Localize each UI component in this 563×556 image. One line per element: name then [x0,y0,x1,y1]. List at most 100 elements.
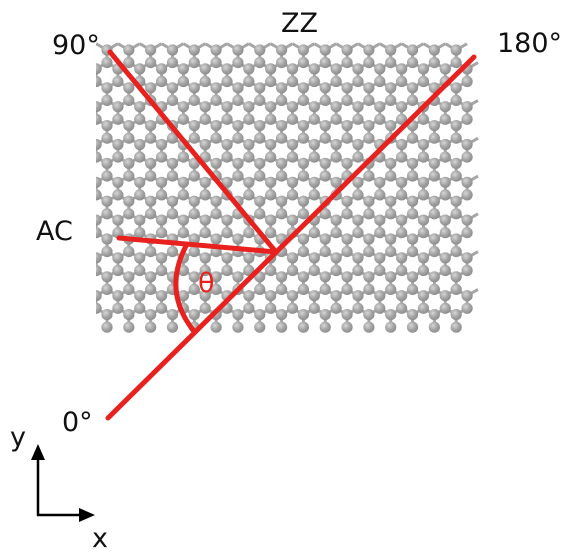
gray-sphere-icon [319,208,331,220]
gray-sphere-icon [374,176,386,188]
gray-sphere-icon [286,214,299,226]
gray-sphere-icon [166,132,179,144]
graphene-lattice [74,42,479,333]
gray-sphere-icon [210,271,222,283]
gray-sphere-icon [341,44,353,56]
line-90-to-center [107,49,279,255]
gray-sphere-icon [123,246,135,258]
gray-sphere-icon [155,302,168,314]
gray-sphere-icon [450,94,462,106]
gray-sphere-icon [232,57,244,69]
gray-sphere-icon [199,264,211,277]
gray-sphere-icon [243,151,255,163]
gray-sphere-icon [330,75,342,88]
gray-sphere-icon [385,271,397,283]
gray-sphere-icon [210,208,222,220]
gray-sphere-icon [428,120,440,132]
gray-sphere-icon [385,44,397,56]
gray-sphere-icon [123,120,135,132]
gray-sphere-icon [275,132,288,144]
gray-sphere-icon [428,246,440,258]
gray-sphere-icon [374,113,386,125]
gray-sphere-icon [385,233,397,245]
gray-sphere-icon [275,82,288,94]
lattice-bond [96,232,97,235]
gray-sphere-icon [308,101,320,113]
gray-sphere-icon [210,120,222,132]
gray-sphere-icon [199,75,211,88]
lattice-bond [74,271,85,277]
gray-sphere-icon [385,94,397,106]
gray-sphere-icon [363,44,375,56]
gray-sphere-icon [439,189,451,201]
gray-sphere-icon [286,290,299,302]
gray-sphere-icon [439,176,451,188]
gray-sphere-icon [145,271,157,283]
gray-sphere-icon [396,302,408,314]
gray-sphere-icon [352,252,364,264]
gray-sphere-icon [123,283,135,295]
gray-sphere-icon [428,233,440,245]
gray-sphere-icon [461,290,473,302]
gray-sphere-icon [374,101,386,113]
gray-sphere-icon [96,75,102,88]
gray-sphere-icon [396,151,408,163]
gray-sphere-icon [254,82,266,94]
lattice-bond [96,293,97,296]
gray-sphere-icon [155,252,168,264]
gray-sphere-icon [123,170,135,182]
label-ac: AC [36,216,73,247]
gray-sphere-icon [265,214,277,226]
gray-sphere-icon [101,94,113,106]
gray-sphere-icon [450,157,462,169]
gray-sphere-icon [188,246,200,258]
gray-sphere-icon [439,264,451,277]
gray-sphere-icon [352,101,364,113]
gray-sphere-icon [221,214,233,226]
gray-sphere-icon [352,189,364,201]
gray-sphere-icon [265,290,277,302]
gray-sphere-icon [297,208,310,220]
gray-sphere-icon [297,82,310,94]
gray-sphere-icon [254,208,266,220]
gray-sphere-icon [341,57,353,69]
gray-sphere-icon [265,302,277,314]
gray-sphere-icon [450,132,462,144]
gray-sphere-icon [210,321,222,333]
gray-sphere-icon [80,196,91,207]
gray-sphere-icon [199,138,211,151]
gray-sphere-icon [428,271,440,283]
gray-sphere-icon [417,151,430,163]
gray-sphere-icon [96,63,102,75]
gray-sphere-icon [80,95,91,106]
label-90-degrees: 90° [52,30,100,61]
gray-sphere-icon [101,57,113,69]
gray-sphere-icon [297,157,310,169]
gray-sphere-icon [461,227,473,239]
gray-sphere-icon [319,170,331,182]
gray-sphere-icon [417,176,430,188]
gray-sphere-icon [286,113,299,125]
gray-sphere-icon [439,101,451,113]
gray-sphere-icon [341,321,353,333]
gray-sphere-icon [80,322,91,333]
gray-sphere-icon [319,283,331,295]
lattice-bond [96,81,97,84]
gray-sphere-icon [286,189,299,201]
gray-sphere-icon [308,176,320,188]
gray-sphere-icon [286,151,299,163]
gray-sphere-icon [396,176,408,188]
gray-sphere-icon [330,302,342,314]
gray-sphere-icon [319,57,331,69]
gray-sphere-icon [461,101,473,113]
gray-sphere-icon [210,283,222,295]
gray-sphere-icon [155,189,168,201]
gray-sphere-icon [363,132,375,144]
gray-sphere-icon [406,246,419,258]
gray-sphere-icon [297,94,310,106]
gray-sphere-icon [406,57,419,69]
gray-sphere-icon [385,208,397,220]
gray-sphere-icon [134,189,146,201]
gray-sphere-icon [177,113,189,125]
